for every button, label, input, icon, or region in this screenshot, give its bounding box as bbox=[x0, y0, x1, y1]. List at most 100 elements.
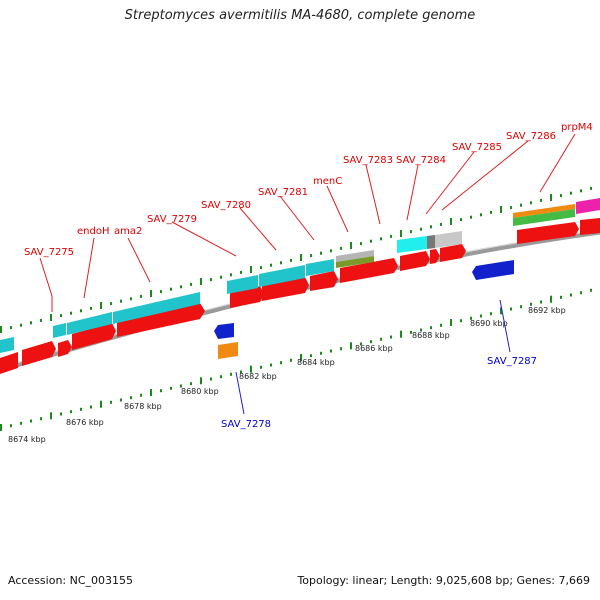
minor-tick bbox=[360, 242, 362, 246]
minor-tick bbox=[160, 389, 162, 393]
minor-tick bbox=[290, 358, 292, 362]
gene-label-sav7287[interactable]: SAV_7287 bbox=[487, 356, 537, 367]
minor-tick bbox=[180, 384, 182, 388]
gene-label-menc[interactable]: menC bbox=[313, 176, 342, 187]
minor-tick bbox=[360, 342, 362, 346]
gene-arrow-reverse bbox=[472, 260, 514, 280]
minor-tick bbox=[70, 311, 72, 315]
minor-tick bbox=[230, 273, 232, 277]
gene-labels-reverse: SAV_7278 SAV_7287 bbox=[221, 356, 537, 430]
label-leaders-reverse bbox=[235, 299, 511, 415]
minor-tick bbox=[170, 287, 172, 291]
major-tick bbox=[500, 307, 502, 315]
forward-tick-row bbox=[0, 186, 592, 333]
major-tick bbox=[350, 342, 352, 350]
gene-label-sav7275[interactable]: SAV_7275 bbox=[24, 247, 74, 258]
gene-label-sav7280[interactable]: SAV_7280 bbox=[201, 200, 251, 211]
minor-tick bbox=[370, 239, 372, 243]
minor-tick bbox=[60, 314, 62, 318]
label-leaders bbox=[39, 133, 576, 312]
gene-label-ama2[interactable]: ama2 bbox=[114, 226, 142, 237]
kbp-label: 8682 kbp bbox=[239, 372, 277, 381]
minor-tick bbox=[580, 189, 582, 193]
minor-tick bbox=[240, 270, 242, 274]
minor-tick bbox=[410, 230, 412, 234]
kbp-label: 8688 kbp bbox=[412, 331, 450, 340]
minor-tick bbox=[40, 318, 42, 322]
minor-tick bbox=[330, 349, 332, 353]
minor-tick bbox=[170, 386, 172, 390]
minor-tick bbox=[30, 419, 32, 423]
minor-tick bbox=[180, 285, 182, 289]
minor-tick bbox=[480, 213, 482, 217]
minor-tick bbox=[80, 407, 82, 411]
minor-tick bbox=[80, 309, 82, 313]
minor-tick bbox=[120, 299, 122, 303]
minor-tick bbox=[110, 302, 112, 306]
minor-tick bbox=[440, 222, 442, 226]
minor-tick bbox=[120, 398, 122, 402]
reverse-tick-row bbox=[0, 288, 592, 431]
gene-label-sav7278[interactable]: SAV_7278 bbox=[221, 419, 271, 430]
minor-tick bbox=[320, 251, 322, 255]
major-tick bbox=[400, 230, 402, 237]
accession-text: Accession: NC_003155 bbox=[8, 574, 134, 587]
gene-arrow bbox=[340, 258, 398, 283]
genome-title: Streptomyces avermitilis MA-4680, comple… bbox=[124, 8, 476, 23]
minor-tick bbox=[90, 306, 92, 310]
minor-tick bbox=[230, 372, 232, 376]
minor-tick bbox=[520, 305, 522, 309]
major-tick bbox=[200, 377, 202, 385]
minor-tick bbox=[210, 377, 212, 381]
major-tick bbox=[50, 314, 52, 321]
minor-tick bbox=[580, 291, 582, 295]
gene-arrow bbox=[0, 352, 18, 374]
kbp-label: 8678 kbp bbox=[124, 402, 162, 411]
genome-backbone bbox=[0, 229, 600, 373]
gene-arrow-reverse bbox=[218, 342, 238, 359]
gene-arrow bbox=[400, 251, 430, 271]
minor-tick bbox=[30, 321, 32, 325]
gene-label-sav7279[interactable]: SAV_7279 bbox=[147, 214, 197, 225]
minor-tick bbox=[560, 295, 562, 299]
minor-tick bbox=[380, 337, 382, 341]
minor-tick bbox=[570, 293, 572, 297]
minor-tick bbox=[590, 186, 592, 190]
gene-arrow bbox=[580, 218, 600, 235]
minor-tick bbox=[240, 370, 242, 374]
minor-tick bbox=[330, 249, 332, 253]
minor-tick bbox=[160, 290, 162, 294]
gene-label-sav7281[interactable]: SAV_7281 bbox=[258, 187, 308, 198]
kbp-label: 8674 kbp bbox=[8, 435, 46, 444]
minor-tick bbox=[470, 316, 472, 320]
minor-tick bbox=[510, 206, 512, 210]
minor-tick bbox=[140, 393, 142, 397]
major-tick bbox=[150, 389, 152, 396]
kbp-label: 8690 kbp bbox=[470, 319, 508, 328]
major-tick bbox=[200, 278, 202, 285]
minor-tick bbox=[110, 400, 112, 404]
minor-tick bbox=[440, 323, 442, 327]
gene-label-sav7284[interactable]: SAV_7284 bbox=[396, 155, 446, 166]
gene-label-sav7286[interactable]: SAV_7286 bbox=[506, 131, 556, 142]
minor-tick bbox=[340, 347, 342, 351]
minor-tick bbox=[130, 297, 132, 301]
gene-label-sav7283[interactable]: SAV_7283 bbox=[343, 155, 393, 166]
major-tick bbox=[300, 254, 302, 261]
gene-arrow bbox=[117, 303, 205, 337]
gene-label-sav7285[interactable]: SAV_7285 bbox=[452, 142, 502, 153]
major-tick bbox=[300, 354, 302, 361]
major-tick bbox=[0, 424, 2, 431]
major-tick bbox=[500, 206, 502, 213]
minor-tick bbox=[460, 319, 462, 323]
gene-label-prpm4[interactable]: prpM4 bbox=[561, 122, 593, 133]
minor-tick bbox=[490, 312, 492, 316]
gene-label-endoh[interactable]: endoH bbox=[77, 226, 109, 237]
gene-arrow bbox=[58, 340, 72, 357]
reverse-genes bbox=[214, 260, 514, 359]
kbp-label: 8692 kbp bbox=[528, 306, 566, 315]
minor-tick bbox=[90, 405, 92, 409]
minor-tick bbox=[20, 323, 22, 327]
minor-tick bbox=[410, 330, 412, 334]
